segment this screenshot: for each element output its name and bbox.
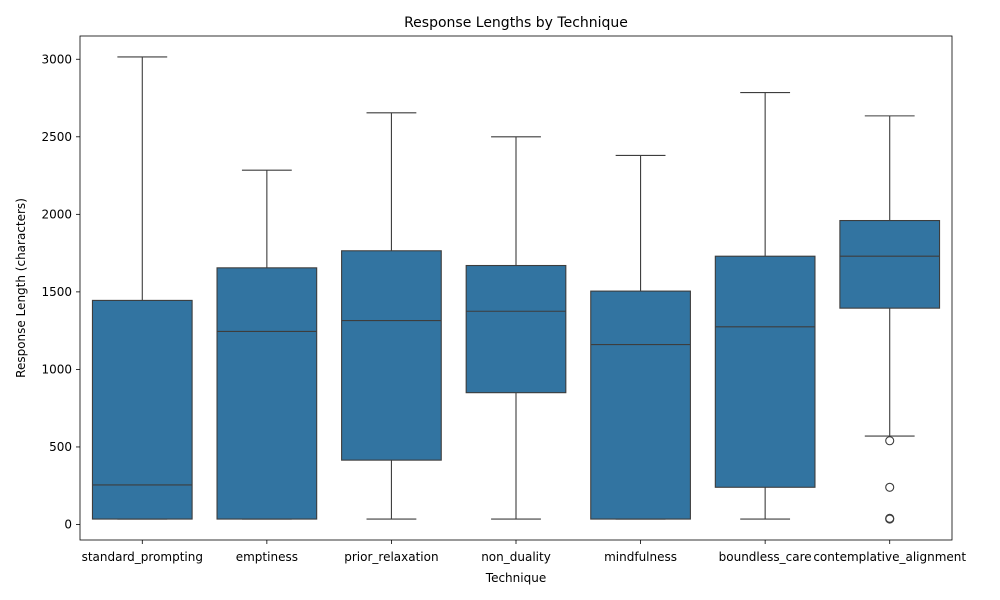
iqr-box — [341, 250, 442, 461]
box-group — [839, 115, 941, 524]
iqr-box — [714, 255, 816, 488]
y-tick-label: 500 — [49, 440, 72, 454]
iqr-box — [839, 219, 941, 309]
box-series — [91, 56, 941, 524]
box-group — [465, 136, 567, 520]
outlier-point — [885, 482, 895, 492]
plot-frame — [79, 35, 953, 541]
y-axis: 0 500 1000 1500 2000 2500 3000 — [41, 52, 80, 531]
x-axis: standard_prompting emptiness prior_relaxat… — [82, 540, 966, 564]
outlier-point — [885, 436, 895, 446]
x-tick-label: prior_relaxation — [344, 550, 438, 564]
y-tick-label: 2500 — [41, 130, 72, 144]
iqr-box — [91, 299, 193, 520]
y-tick-label: 3000 — [41, 52, 72, 66]
box-group — [341, 112, 442, 520]
box-group — [714, 92, 816, 520]
y-tick-label: 0 — [64, 517, 72, 531]
y-tick-label: 1500 — [41, 285, 72, 299]
x-tick-label: emptiness — [236, 550, 298, 564]
box-group — [91, 56, 193, 520]
x-tick-label: contemplative_alignment — [813, 550, 966, 564]
iqr-box — [216, 267, 318, 520]
box-group — [216, 169, 318, 520]
chart-title: Response Lengths by Technique — [404, 15, 628, 31]
y-axis-label: Response Length (characters) — [14, 198, 28, 378]
y-tick-label: 2000 — [41, 207, 72, 221]
x-tick-label: boundless_care — [719, 550, 812, 564]
x-tick-label: non_duality — [481, 550, 551, 564]
outlier-point — [885, 514, 895, 524]
iqr-box — [465, 264, 567, 394]
x-tick-label: mindfulness — [604, 550, 677, 564]
box-group — [590, 154, 691, 520]
iqr-box — [590, 290, 691, 520]
x-axis-label: Technique — [485, 571, 546, 585]
y-tick-label: 1000 — [41, 362, 72, 376]
x-tick-label: standard_prompting — [82, 550, 203, 564]
